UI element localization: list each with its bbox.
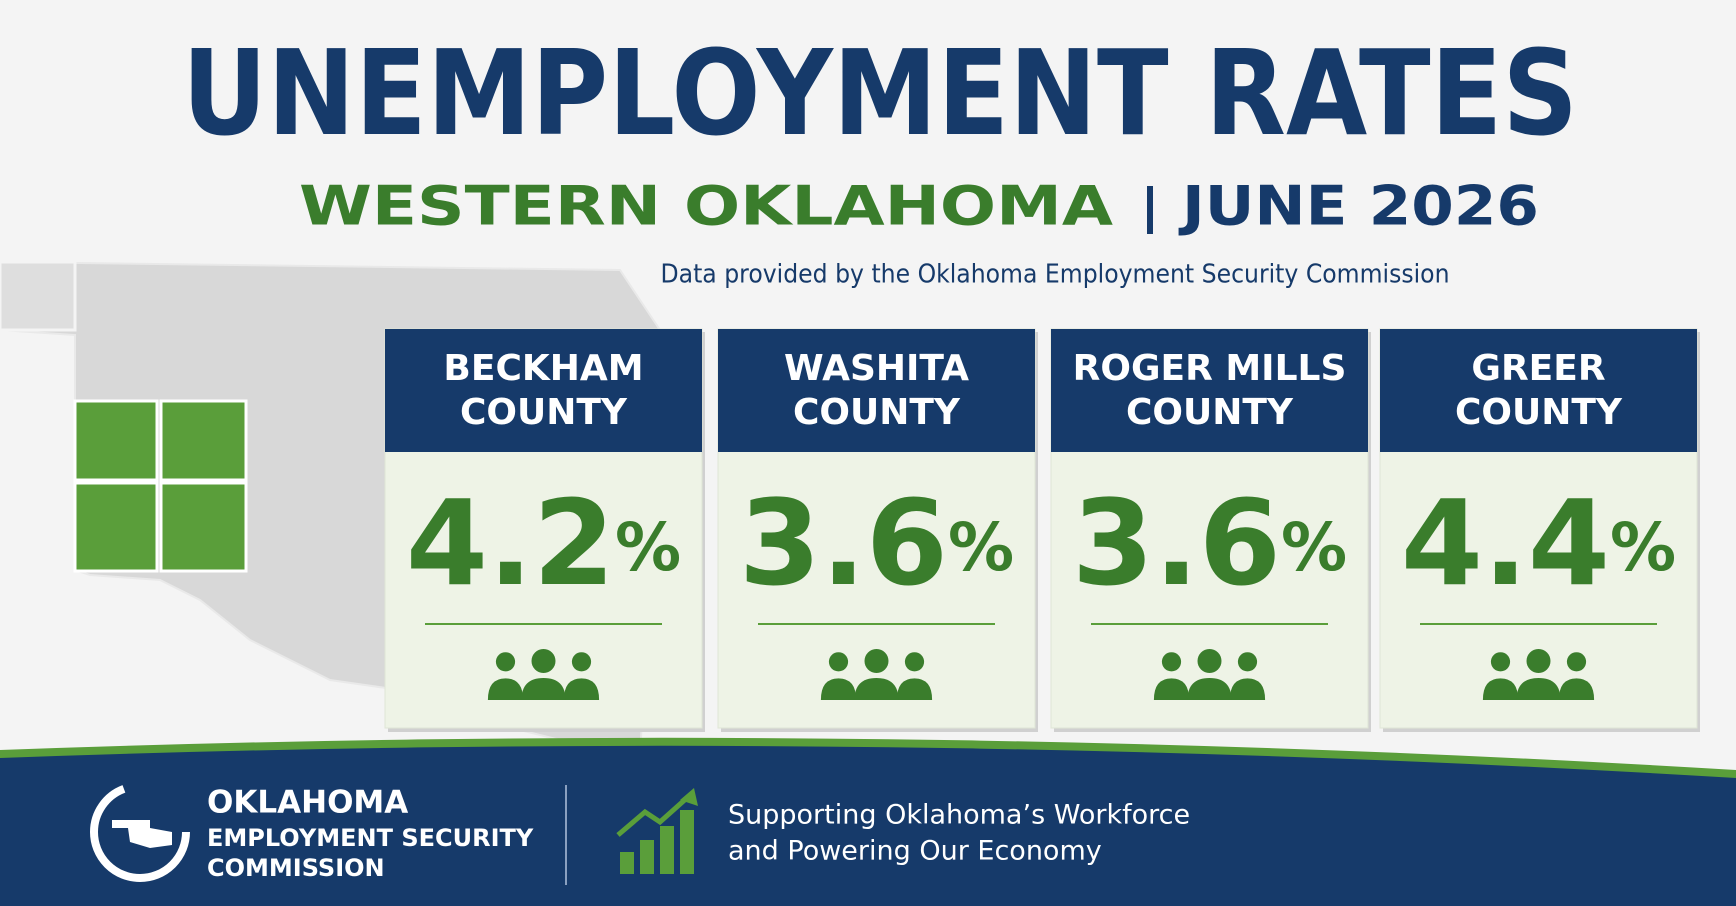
person-body — [896, 678, 933, 700]
people-icon — [1482, 649, 1595, 700]
person-body — [1482, 678, 1519, 700]
person-head — [1161, 652, 1182, 672]
person-head — [1526, 649, 1551, 673]
rate-value: 4.2 — [406, 474, 615, 612]
org-line: OKLAHOMA — [207, 785, 408, 821]
icon-arrow — [616, 795, 690, 837]
logo — [90, 782, 190, 882]
person-body — [1153, 678, 1190, 700]
rate-unit: % — [948, 509, 1014, 586]
footer — [0, 745, 1736, 906]
card-header — [718, 329, 1035, 452]
growth-icon — [616, 788, 698, 874]
person-body — [563, 678, 600, 700]
person-head — [1197, 649, 1222, 673]
county-name: COUNTY — [1126, 392, 1294, 433]
rate-unit: % — [1281, 509, 1347, 586]
panhandle — [0, 260, 77, 332]
rate-unit: % — [615, 509, 681, 586]
logo-state — [112, 820, 172, 848]
person-body — [487, 678, 524, 700]
person-head — [904, 652, 925, 672]
source: Data provided by the Oklahoma Employment… — [661, 260, 1450, 290]
people-icon — [487, 649, 600, 700]
people-icon — [1153, 649, 1266, 700]
person-body — [854, 678, 899, 700]
icon-arrowhead — [680, 788, 698, 806]
rate: 3.6% — [1072, 474, 1347, 612]
county-name: COUNTY — [793, 392, 961, 433]
person-head — [531, 649, 556, 673]
card-header — [1380, 329, 1697, 452]
icon-bar — [660, 826, 674, 874]
person-body — [820, 678, 857, 700]
county-name: GREER — [1471, 348, 1605, 389]
county-highlight — [159, 399, 248, 482]
person-body — [1516, 678, 1561, 700]
region: WESTERN OKLAHOMA — [299, 175, 1113, 238]
icon-bar — [680, 810, 694, 874]
cards: BECKHAMCOUNTY4.2%WASHITACOUNTY3.6%ROGER … — [384, 328, 1700, 732]
rate-value: 3.6 — [1072, 474, 1281, 612]
county-name: COUNTY — [1455, 392, 1623, 433]
county-name: WASHITA — [784, 348, 969, 389]
county-name: COUNTY — [460, 392, 628, 433]
person-head — [828, 652, 849, 672]
person-head — [495, 652, 516, 672]
tagline-line: Supporting Oklahoma’s Workforce — [728, 800, 1190, 831]
county-highlight — [73, 399, 159, 482]
icon-bar — [620, 852, 634, 874]
person-body — [1229, 678, 1266, 700]
date: JUNE 2026 — [1177, 175, 1539, 238]
card-header — [385, 329, 702, 452]
rate-unit: % — [1610, 509, 1676, 586]
org-line: COMMISSION — [207, 854, 385, 882]
rate: 4.2% — [406, 474, 681, 612]
logo-ring — [90, 782, 190, 882]
rate: 4.4% — [1401, 474, 1676, 612]
person-head — [1490, 652, 1511, 672]
people-icon — [820, 649, 933, 700]
tagline-line: and Powering Our Economy — [728, 836, 1102, 867]
rate-value: 4.4 — [1401, 474, 1610, 612]
person-head — [1237, 652, 1258, 672]
county-highlight — [159, 481, 248, 573]
org-line: EMPLOYMENT SECURITY — [207, 824, 534, 852]
person-head — [1566, 652, 1587, 672]
rate-value: 3.6 — [739, 474, 948, 612]
rate: 3.6% — [739, 474, 1014, 612]
county-name: ROGER MILLS — [1073, 348, 1347, 389]
person-body — [1187, 678, 1232, 700]
person-head — [864, 649, 889, 673]
card-header — [1051, 329, 1368, 452]
county-highlight — [73, 481, 159, 573]
icon-bar — [640, 840, 654, 874]
county-name: BECKHAM — [443, 348, 643, 389]
person-body — [1558, 678, 1595, 700]
title: UNEMPLOYMENT RATES — [182, 24, 1578, 162]
person-body — [521, 678, 566, 700]
tagline: Supporting Oklahoma’s Workforce and Power… — [728, 800, 1190, 867]
person-head — [571, 652, 592, 672]
